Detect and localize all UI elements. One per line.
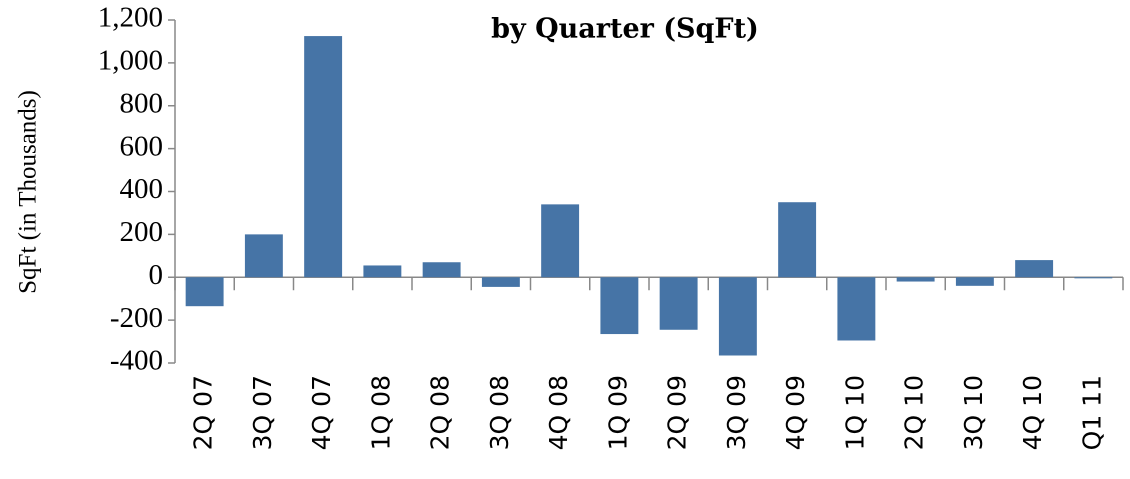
bar — [244, 234, 283, 278]
x-tick-label: 3Q 07 — [248, 375, 277, 450]
y-tick-label: 1,000 — [98, 45, 163, 77]
x-tick-label: 4Q 08 — [544, 375, 573, 450]
y-tick-label: -200 — [110, 302, 163, 334]
x-tick-label: 3Q 10 — [959, 375, 988, 450]
bar — [304, 36, 343, 278]
y-axis-label: SqFt (in Thousands) — [15, 90, 42, 294]
x-tick-label: 4Q 10 — [1018, 375, 1047, 450]
x-tick-label: 2Q 07 — [189, 375, 218, 450]
x-tick-label: 3Q 08 — [485, 375, 514, 450]
y-tick-label: 600 — [120, 130, 164, 162]
x-tick-label: 1Q 09 — [603, 375, 632, 450]
bar — [837, 277, 876, 341]
x-tick-label: 2Q 09 — [663, 375, 692, 450]
x-tick-label: 4Q 09 — [781, 375, 810, 450]
bar — [659, 277, 698, 330]
y-tick-label: 400 — [120, 173, 164, 205]
x-tick-label: 2Q 08 — [426, 375, 455, 450]
x-tick-label: 1Q 10 — [840, 375, 869, 450]
bar — [363, 265, 402, 278]
bar — [778, 202, 817, 278]
bar — [1015, 260, 1054, 278]
x-tick-label: 2Q 10 — [900, 375, 929, 450]
x-tick-label: Q1 11 — [1077, 375, 1106, 450]
bar — [481, 277, 520, 287]
x-tick-label: 4Q 07 — [307, 375, 336, 450]
bar — [718, 277, 757, 356]
y-tick-label: 1,200 — [98, 2, 163, 34]
bar — [955, 277, 994, 286]
bar — [422, 262, 461, 278]
y-tick-label: -400 — [110, 345, 163, 377]
y-tick-label: 800 — [120, 87, 164, 119]
x-tick-label: 1Q 08 — [366, 375, 395, 450]
y-tick-label: 200 — [120, 216, 164, 248]
y-tick-label: 0 — [149, 259, 164, 291]
bar — [1074, 277, 1113, 279]
bar — [896, 277, 935, 282]
x-tick-label: 3Q 09 — [722, 375, 751, 450]
chart-title: by Quarter (SqFt) — [491, 14, 759, 45]
bar — [541, 204, 580, 278]
bar — [600, 277, 639, 335]
bar — [185, 277, 224, 307]
